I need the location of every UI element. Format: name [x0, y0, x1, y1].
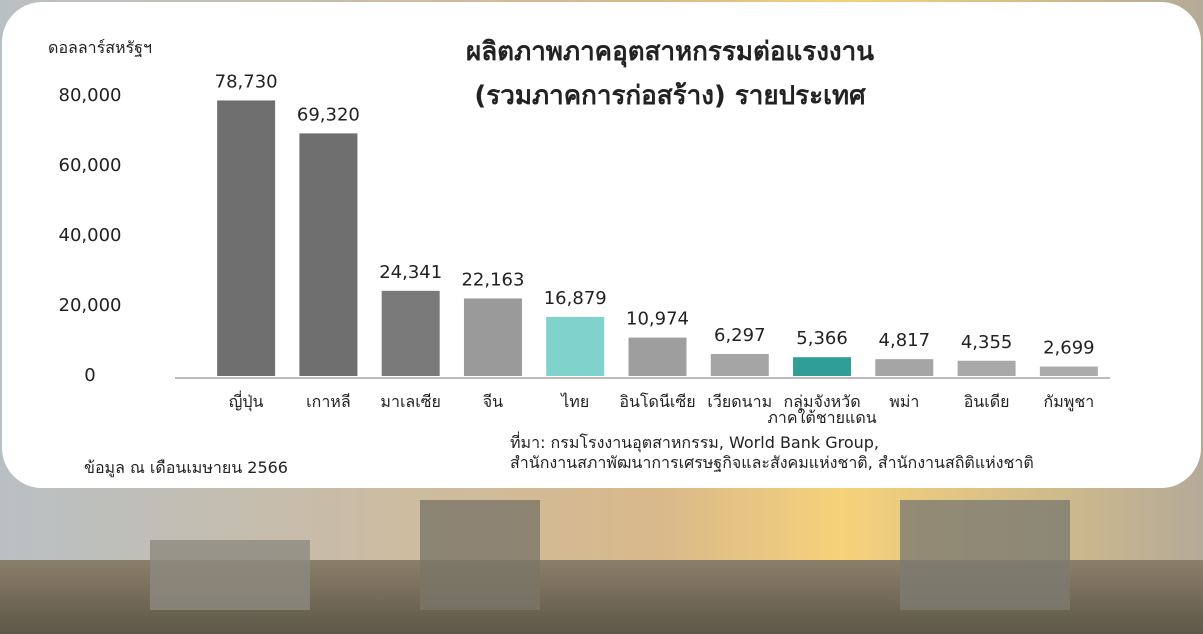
bar: [1039, 366, 1098, 376]
y-tick-label: 0: [84, 365, 95, 386]
building: [150, 540, 310, 610]
y-tick-label: 80,000: [59, 85, 122, 106]
value-label: 2,699: [1043, 338, 1095, 359]
x-tick-label: จีน: [482, 392, 504, 411]
chart-title: ผลิตภาพภาคอุตสาหกรรมต่อแรงงาน (รวมภาคการ…: [466, 37, 874, 111]
bar: [957, 360, 1016, 376]
bar: [546, 316, 605, 376]
x-tick-label: ไทย: [561, 392, 590, 411]
bar: [628, 337, 687, 376]
y-tick-label: 60,000: [59, 155, 122, 176]
y-axis-label: ดอลลาร์สหรัฐฯ: [48, 38, 152, 57]
value-label: 5,366: [796, 328, 848, 349]
value-label: 16,879: [544, 288, 607, 309]
x-tick-label: มาเลเซีย: [380, 392, 441, 411]
bar: [793, 357, 852, 376]
source: ที่มา: กรมโรงงานอุตสาหกรรม, World Bank G…: [510, 433, 1034, 472]
x-tick-label: กัมพูชา: [1043, 392, 1095, 411]
value-label: 24,341: [379, 262, 442, 283]
building: [420, 500, 540, 610]
value-label: 69,320: [297, 104, 360, 125]
x-tick-label: ญี่ปุ่น: [228, 392, 264, 411]
x-tick-label: พม่า: [889, 392, 920, 411]
value-label: 22,163: [461, 269, 524, 290]
y-tick-label: 20,000: [59, 295, 122, 316]
x-tick-label: กลุ่มจังหวัด ภาคใต้ชายแดน: [767, 392, 877, 427]
value-label: 6,297: [714, 325, 766, 346]
bar: [299, 133, 358, 376]
building: [900, 500, 1070, 610]
x-tick-label: เวียดนาม: [707, 392, 773, 411]
value-label: 78,730: [215, 71, 278, 92]
note: ข้อมูล ณ เดือนเมษายน 2566: [84, 458, 288, 477]
bar: [463, 298, 522, 376]
x-tick-label: อินโดนีเซีย: [619, 392, 696, 411]
bar: [217, 100, 276, 376]
x-tick-label: อินเดีย: [963, 392, 1010, 411]
value-label: 10,974: [626, 309, 689, 330]
bar: [875, 359, 934, 376]
value-label: 4,817: [879, 330, 931, 351]
value-label: 4,355: [961, 332, 1013, 353]
bar: [710, 353, 769, 376]
y-tick-label: 40,000: [59, 225, 122, 246]
bar: [381, 290, 440, 376]
x-tick-label: เกาหลี: [306, 392, 351, 411]
